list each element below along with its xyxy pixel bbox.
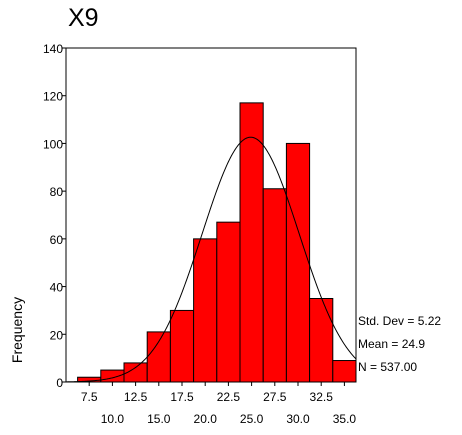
x-tick-label: 17.5 xyxy=(170,390,194,404)
histogram-bar xyxy=(100,369,125,383)
stat-mean: Mean = 24.9 xyxy=(358,337,426,351)
y-tick-label: 120 xyxy=(43,90,63,104)
y-axis: 0 20 40 60 80 100 120 140 xyxy=(43,42,66,390)
histogram-bar xyxy=(285,142,311,383)
y-tick-label: 100 xyxy=(43,137,63,151)
chart-title: X9 xyxy=(68,4,99,32)
x-axis: 7.5 12.5 17.5 22.5 27.5 32.5 10.0 15.0 20.0 25.0 3… xyxy=(81,382,357,426)
x-tick-label: 27.5 xyxy=(263,390,287,404)
stat-n: N = 537.00 xyxy=(358,360,418,374)
x-tick-label: 12.5 xyxy=(124,390,148,404)
plot-frame xyxy=(65,47,357,383)
x-tick-label: 7.5 xyxy=(81,390,98,404)
histogram-bar xyxy=(216,221,241,383)
normal-curve xyxy=(65,136,357,383)
x-tick-label: 30.0 xyxy=(286,412,310,426)
normal-curve-group xyxy=(65,136,357,383)
y-tick-label: 40 xyxy=(50,281,64,295)
x-tick-label: 20.0 xyxy=(194,412,218,426)
y-tick-label: 60 xyxy=(50,233,64,247)
y-tick-label: 0 xyxy=(56,376,63,390)
histogram-bars xyxy=(77,102,357,383)
x-tick-label: 10.0 xyxy=(101,412,125,426)
histogram-bar xyxy=(309,298,334,383)
histogram-bar xyxy=(193,238,218,383)
x-tick-label: 32.5 xyxy=(310,390,334,404)
x-tick-label: 15.0 xyxy=(147,412,171,426)
y-axis-label: Frequency xyxy=(9,297,25,363)
histogram-bar xyxy=(332,360,357,383)
histogram-bar xyxy=(169,309,195,383)
histogram-bar xyxy=(262,188,287,383)
y-tick-label: 20 xyxy=(50,328,64,342)
y-tick-label: 140 xyxy=(43,42,63,56)
stat-std-dev: Std. Dev = 5.22 xyxy=(358,314,442,328)
y-tick-label: 80 xyxy=(50,185,64,199)
x-tick-label: 35.0 xyxy=(333,412,357,426)
histogram-bar xyxy=(239,102,264,383)
x-tick-label: 22.5 xyxy=(217,390,241,404)
histogram-bar xyxy=(146,331,171,383)
x-tick-label: 25.0 xyxy=(240,412,264,426)
